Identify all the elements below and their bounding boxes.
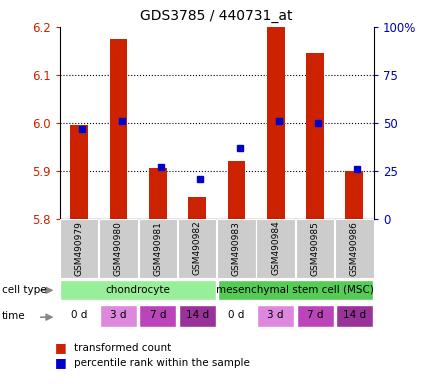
Bar <box>306 53 324 219</box>
Text: mesenchymal stem cell (MSC): mesenchymal stem cell (MSC) <box>216 285 374 295</box>
Bar <box>218 280 373 300</box>
Bar <box>70 125 88 219</box>
Bar <box>149 169 167 219</box>
Text: 7 d: 7 d <box>150 310 166 320</box>
Bar <box>139 305 176 327</box>
Text: percentile rank within the sample: percentile rank within the sample <box>74 358 250 368</box>
Text: 7 d: 7 d <box>307 310 323 320</box>
Bar <box>110 39 128 219</box>
Bar <box>178 305 215 327</box>
Bar <box>267 27 285 219</box>
Bar <box>60 280 216 300</box>
Text: GSM490983: GSM490983 <box>232 221 241 276</box>
Bar <box>61 305 98 327</box>
Text: GSM490984: GSM490984 <box>271 221 280 275</box>
Text: 0 d: 0 d <box>71 310 88 320</box>
Bar <box>296 219 334 278</box>
Title: GDS3785 / 440731_at: GDS3785 / 440731_at <box>141 9 293 23</box>
Text: GSM490980: GSM490980 <box>114 221 123 276</box>
Bar <box>139 219 177 278</box>
Text: 0 d: 0 d <box>228 310 245 320</box>
Text: GSM490979: GSM490979 <box>75 221 84 276</box>
Text: GSM490981: GSM490981 <box>153 221 162 276</box>
Text: GSM490986: GSM490986 <box>350 221 359 276</box>
Bar <box>297 305 334 327</box>
Bar <box>100 305 137 327</box>
Text: 3 d: 3 d <box>267 310 284 320</box>
Text: GSM490985: GSM490985 <box>311 221 320 276</box>
Bar <box>188 197 206 219</box>
Text: ■: ■ <box>55 341 67 354</box>
Bar <box>346 171 363 219</box>
Text: transformed count: transformed count <box>74 343 172 353</box>
Bar <box>217 219 256 278</box>
Text: ■: ■ <box>55 356 67 369</box>
Text: cell type: cell type <box>2 285 47 295</box>
Text: time: time <box>2 311 26 321</box>
Bar <box>99 219 138 278</box>
Bar <box>335 219 374 278</box>
Bar <box>336 305 373 327</box>
Bar <box>60 219 99 278</box>
Text: GSM490982: GSM490982 <box>193 221 201 275</box>
Bar <box>257 305 294 327</box>
Text: 3 d: 3 d <box>110 310 127 320</box>
Bar <box>227 161 245 219</box>
Text: chondrocyte: chondrocyte <box>106 285 170 295</box>
Text: 14 d: 14 d <box>186 310 209 320</box>
Bar <box>256 219 295 278</box>
Bar <box>218 305 255 327</box>
Bar <box>178 219 216 278</box>
Text: 14 d: 14 d <box>343 310 366 320</box>
